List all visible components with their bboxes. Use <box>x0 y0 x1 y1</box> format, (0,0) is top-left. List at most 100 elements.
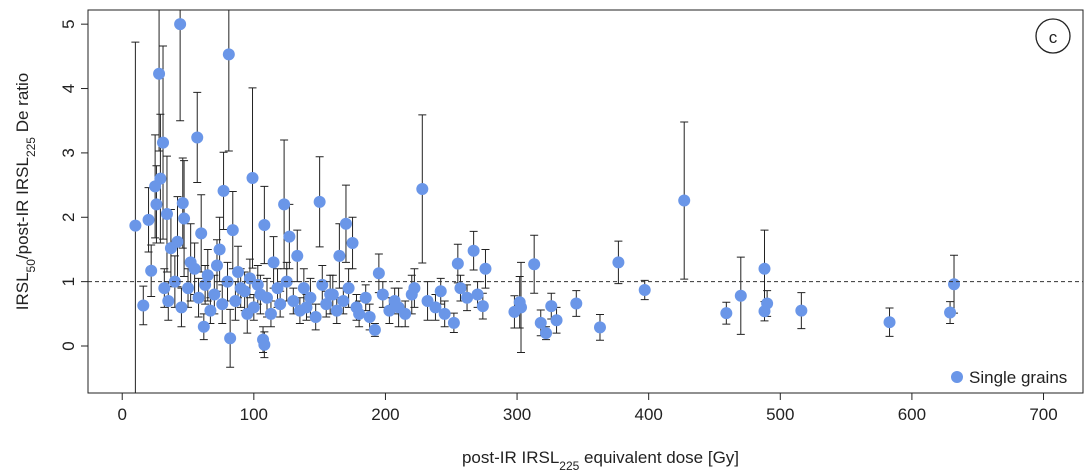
data-point <box>137 299 150 312</box>
y-axis-label-part: De ratio <box>13 73 32 137</box>
data-point <box>515 301 528 314</box>
data-point <box>271 282 284 295</box>
error-bar <box>176 10 185 122</box>
data-point <box>188 262 201 275</box>
data-point <box>372 267 385 280</box>
data-point <box>408 282 421 295</box>
data-point <box>195 227 208 240</box>
data-point <box>399 307 412 320</box>
data-point <box>150 198 163 211</box>
data-point <box>226 224 239 237</box>
data-point <box>388 294 401 307</box>
data-point <box>368 323 381 336</box>
plot-area <box>129 10 961 393</box>
data-point <box>534 316 547 329</box>
data-point <box>145 264 158 277</box>
y-axis-label-part: 50 <box>24 259 38 273</box>
data-point <box>210 259 223 272</box>
data-point <box>479 262 492 275</box>
data-point <box>350 301 363 314</box>
data-point <box>795 304 808 317</box>
data-point <box>550 314 563 327</box>
data-point <box>297 282 310 295</box>
data-point <box>758 262 771 275</box>
data-point <box>204 304 217 317</box>
data-point <box>471 288 484 301</box>
data-point <box>201 269 214 282</box>
data-point <box>944 306 957 319</box>
data-point <box>246 172 259 185</box>
data-point <box>160 208 173 221</box>
data-point <box>454 282 467 295</box>
error-bar <box>224 10 233 152</box>
data-point <box>278 198 291 211</box>
data-point <box>142 213 155 226</box>
data-point <box>333 249 346 262</box>
x-tick-label: 200 <box>371 405 399 424</box>
data-point <box>359 291 372 304</box>
data-point <box>948 278 961 291</box>
data-point <box>222 48 235 61</box>
data-point <box>429 301 442 314</box>
data-point <box>612 256 625 269</box>
data-point <box>232 265 245 278</box>
data-point <box>638 284 651 297</box>
y-tick-label: 2 <box>59 213 78 222</box>
y-axis-label-part: /post-IR IRSL <box>13 157 32 259</box>
data-point <box>178 212 191 225</box>
data-point <box>176 197 189 210</box>
data-point <box>326 288 339 301</box>
data-point <box>761 297 774 310</box>
data-point <box>129 219 142 232</box>
data-point <box>476 300 489 313</box>
data-point <box>182 282 195 295</box>
data-point <box>267 256 280 269</box>
data-point <box>175 301 188 314</box>
data-point <box>383 304 396 317</box>
data-point <box>258 218 271 231</box>
data-point <box>342 282 355 295</box>
data-point <box>337 294 350 307</box>
y-axis-label-part: 225 <box>24 137 38 157</box>
legend-label: Single grains <box>969 368 1067 387</box>
data-point <box>238 285 251 298</box>
data-point <box>251 278 264 291</box>
annotation: c <box>1049 28 1058 47</box>
data-point <box>330 304 343 317</box>
data-point <box>217 184 230 197</box>
data-point <box>157 136 170 149</box>
data-point <box>593 321 606 334</box>
data-point <box>293 304 306 317</box>
x-tick-label: 500 <box>766 405 794 424</box>
data-point <box>376 288 389 301</box>
data-point <box>545 300 558 313</box>
data-point <box>216 298 229 311</box>
data-point <box>229 294 242 307</box>
data-point <box>258 338 271 351</box>
y-tick-label: 3 <box>59 148 78 157</box>
data-point <box>247 301 260 314</box>
y-tick-label: 0 <box>59 341 78 350</box>
data-point <box>720 307 733 320</box>
data-point <box>291 249 304 262</box>
data-point <box>208 288 221 301</box>
data-point <box>678 194 691 207</box>
data-point <box>153 67 166 80</box>
data-point <box>260 291 273 304</box>
data-point <box>192 291 205 304</box>
y-axis-label-part: IRSL <box>13 272 32 310</box>
x-tick-label: 300 <box>503 405 531 424</box>
y-tick-label: 4 <box>59 84 78 93</box>
data-point <box>274 298 287 311</box>
data-point <box>734 289 747 302</box>
data-point <box>309 311 322 324</box>
y-axis-label: IRSL50/post-IR IRSL225 De ratio <box>13 73 38 310</box>
x-tick-label: 100 <box>240 405 268 424</box>
data-point <box>158 282 171 295</box>
data-point <box>540 327 553 340</box>
x-tick-label: 400 <box>634 405 662 424</box>
plot-frame <box>87 9 1084 394</box>
data-point <box>162 294 175 307</box>
data-point <box>883 316 896 329</box>
